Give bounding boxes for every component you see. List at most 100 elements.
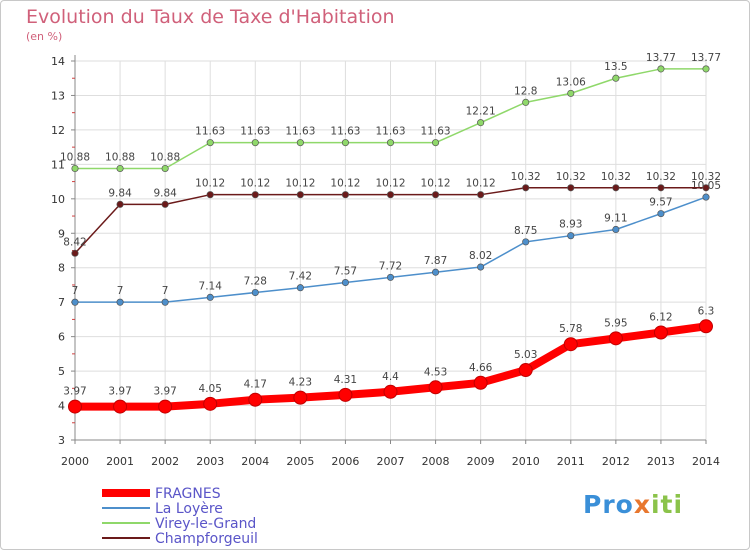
data-label: 13.77 [691, 52, 721, 64]
data-label: 7 [117, 285, 124, 297]
data-point [338, 387, 353, 402]
legend-label: Virey-le-Grand [155, 516, 256, 532]
y-tick-label: 7 [58, 296, 65, 309]
data-label: 10.12 [375, 178, 405, 190]
x-tick-label: 2012 [602, 455, 630, 468]
data-label: 7.72 [379, 260, 402, 272]
data-label: 9.57 [649, 197, 672, 209]
y-tick-label: 13 [51, 89, 65, 102]
data-point [518, 363, 533, 378]
data-point [293, 390, 308, 405]
data-point [296, 284, 304, 292]
proxiti-logo: Proxiti [583, 490, 683, 519]
data-label: 6.12 [649, 312, 672, 324]
data-label: 11.63 [421, 126, 451, 138]
data-label: 10.32 [691, 171, 721, 183]
data-point [567, 89, 575, 97]
data-label: 7.42 [289, 271, 312, 283]
data-point [206, 139, 214, 147]
data-point [203, 396, 218, 411]
data-point [248, 392, 263, 407]
data-label: 3.97 [108, 386, 131, 398]
series-champforgeuil: 8.42 9.84 9.84 10.12 10.12 10.12 10.12 10.12 10.… [63, 171, 721, 257]
data-label: 7.57 [334, 266, 357, 278]
data-point [116, 298, 124, 306]
data-label: 11.63 [285, 126, 315, 138]
logo-part-2: x [633, 490, 651, 519]
data-label: 4.53 [424, 366, 447, 378]
data-label: 12.21 [466, 106, 496, 118]
series-virey-le-grand: 10.88 10.88 10.88 11.63 11.63 11.63 11.63 11.63… [60, 52, 721, 173]
x-tick-label: 2009 [467, 455, 495, 468]
data-label: 10.12 [195, 178, 225, 190]
data-label: 7.14 [199, 280, 223, 292]
data-label: 8.75 [514, 225, 537, 237]
data-label: 4.4 [382, 371, 399, 383]
data-label: 5.03 [514, 349, 537, 361]
data-label: 5.95 [604, 317, 627, 329]
x-tick-label: 2006 [331, 455, 359, 468]
data-label: 5.78 [559, 323, 582, 335]
data-point [477, 263, 485, 271]
data-point [702, 65, 710, 73]
data-label: 10.32 [511, 171, 541, 183]
data-point [383, 384, 398, 399]
data-point [432, 191, 440, 199]
legend-label: Champforgeuil [155, 531, 258, 547]
chart-title: Evolution du Taux de Taxe d'Habitation [26, 6, 395, 28]
y-tick-label: 8 [58, 262, 65, 275]
x-tick-label: 2008 [422, 455, 450, 468]
y-tick-label: 10 [51, 193, 65, 206]
data-label: 7 [72, 285, 79, 297]
data-point [567, 232, 575, 240]
data-label: 8.02 [469, 250, 492, 262]
data-label: 8.42 [63, 236, 86, 248]
data-point [341, 191, 349, 199]
data-point [653, 325, 668, 340]
data-point [251, 191, 259, 199]
data-point [432, 139, 440, 147]
x-tick-label: 2000 [61, 455, 89, 468]
data-point [702, 184, 710, 192]
data-label: 13.5 [604, 61, 627, 73]
data-point [386, 273, 395, 281]
data-label: 10.12 [285, 178, 315, 190]
data-point [161, 200, 169, 208]
data-label: 10.12 [466, 178, 496, 190]
data-point [612, 184, 620, 192]
legend-label: La Loyère [155, 501, 223, 517]
data-label: 7.28 [244, 276, 267, 288]
chart-subtitle: (en %) [26, 30, 63, 43]
x-tick-label: 2005 [286, 455, 314, 468]
x-tick-label: 2007 [377, 455, 405, 468]
data-label: 11.63 [240, 126, 270, 138]
data-label: 4.05 [199, 383, 222, 395]
data-point [563, 337, 578, 352]
data-label: 11.63 [375, 126, 405, 138]
y-tick-label: 9 [58, 227, 65, 240]
data-point [296, 191, 304, 199]
y-tick-label: 14 [51, 55, 65, 68]
data-label: 11.63 [330, 126, 360, 138]
data-point [341, 139, 349, 147]
data-point [71, 164, 79, 173]
data-point [251, 288, 259, 297]
data-label: 7 [162, 285, 169, 297]
data-point [522, 98, 530, 106]
data-point [113, 399, 128, 414]
data-label: 10.32 [646, 171, 676, 183]
data-label: 9.84 [108, 187, 132, 199]
data-point [699, 319, 713, 334]
data-label: 4.31 [334, 374, 357, 386]
legend-label: FRAGNES [155, 486, 221, 502]
data-point [657, 210, 665, 218]
data-point [206, 191, 214, 199]
data-point [477, 191, 485, 199]
data-point [432, 268, 440, 276]
data-point [477, 119, 485, 127]
logo-part-1: Pro [583, 490, 634, 519]
x-tick-label: 2011 [557, 455, 585, 468]
data-point [71, 298, 79, 306]
data-point [612, 74, 620, 82]
